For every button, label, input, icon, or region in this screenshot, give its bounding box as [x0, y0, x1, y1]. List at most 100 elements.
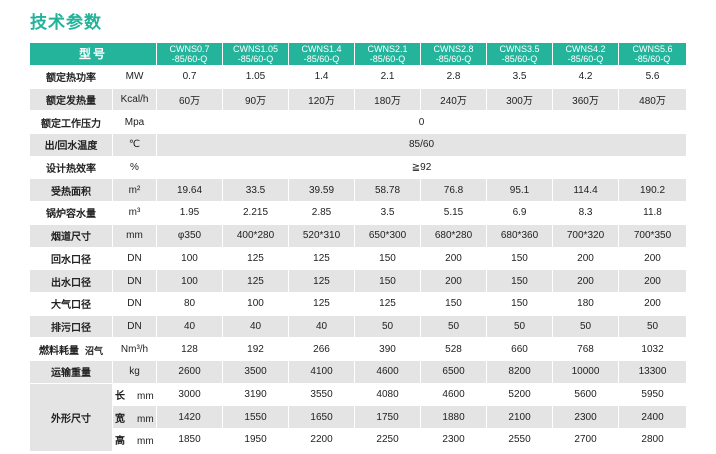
unit-cell: ℃ — [113, 134, 158, 157]
value-cell: 40 — [223, 315, 290, 339]
value-cell: 150 — [487, 247, 554, 271]
value-cell: 6.9 — [487, 202, 554, 225]
value-cell: 50 — [553, 315, 620, 339]
value-cell: 4600 — [355, 360, 422, 384]
table-row: 受热面积 m² 19.64 33.5 39.59 58.78 76.8 95.1 114.4 19… — [30, 179, 688, 203]
model-name: CWNS0.7 — [169, 44, 210, 54]
table-row: 锅炉容水量 m³ 1.95 2.215 2.85 3.5 5.15 6.9 8.3 11.8 — [30, 202, 688, 225]
value-cell: 125 — [289, 292, 356, 316]
table-row: 额定发热量 Kcal/h 60万 90万 120万 180万 240万 300万 360万 480… — [30, 88, 688, 112]
value-cell: 50 — [487, 315, 554, 339]
merged-value-cell: 0 — [157, 111, 688, 135]
value-cell: 3000 — [157, 383, 224, 407]
unit-cell: kg — [113, 360, 158, 384]
model-suffix: -85/60-Q — [435, 54, 472, 64]
value-cell: 768 — [553, 338, 620, 361]
value-cell: 1650 — [289, 406, 356, 429]
row-label-text: 额定工作压力 — [41, 118, 101, 130]
value-cell: 200 — [553, 247, 620, 271]
value-cell: 2.1 — [355, 66, 422, 89]
table-row: 排污口径 DN 40 40 40 50 50 50 50 50 — [30, 315, 688, 339]
model-column-header: CWNS1.4 -85/60-Q — [289, 43, 356, 66]
model-column-header: CWNS1.05 -85/60-Q — [223, 43, 290, 66]
row-label: 额定工作压力 — [30, 111, 113, 135]
value-cell: 4600 — [421, 383, 488, 407]
value-cell: 240万 — [421, 88, 488, 112]
dimension-sublabel: 宽 — [115, 413, 125, 425]
row-label: 回水口径 — [30, 247, 113, 271]
value-cell: 8200 — [487, 360, 554, 384]
value-cell: 1850 — [157, 429, 224, 452]
value-cell: 2300 — [553, 406, 620, 429]
value-cell: 1750 — [355, 406, 422, 429]
value-cell: 40 — [289, 315, 356, 339]
value-cell: 10000 — [553, 360, 620, 384]
value-cell: 360万 — [553, 88, 620, 112]
model-suffix: -85/60-Q — [171, 54, 208, 64]
model-name: CWNS2.8 — [433, 44, 474, 54]
value-cell: 4.2 — [553, 66, 620, 89]
value-cell: 2.85 — [289, 202, 356, 225]
value-cell: 700*320 — [553, 224, 620, 248]
row-label: 排污口径 — [30, 315, 113, 339]
value-cell: 528 — [421, 338, 488, 361]
unit-cell: DN — [113, 292, 158, 316]
value-cell: 150 — [421, 292, 488, 316]
value-cell: 150 — [355, 247, 422, 271]
value-cell: 390 — [355, 338, 422, 361]
value-cell: 50 — [355, 315, 422, 339]
header-row: 型号 CWNS0.7 -85/60-Q CWNS1.05 -85/60-Q CWNS1.… — [30, 43, 688, 66]
value-cell: 60万 — [157, 88, 224, 112]
value-cell: 100 — [223, 292, 290, 316]
unit-text: mm — [137, 436, 154, 448]
value-cell: 2400 — [619, 406, 688, 429]
row-label: 运输重量 — [30, 360, 113, 384]
value-cell: 520*310 — [289, 224, 356, 248]
value-cell: 128 — [157, 338, 224, 361]
table-row: 宽 mm 1420 1550 1650 1750 1880 2100 2300 2400 — [30, 406, 688, 429]
model-suffix: -85/60-Q — [634, 54, 671, 64]
value-cell: 120万 — [289, 88, 356, 112]
row-label-text: 运输重量 — [51, 368, 91, 380]
row-label-text: 大气口径 — [51, 300, 91, 312]
row-label-text: 烟道尺寸 — [51, 232, 91, 244]
value-cell: 2.8 — [421, 66, 488, 89]
value-cell: 39.59 — [289, 179, 356, 203]
table-row: 燃料耗量 沼气 Nm³/h 128 192 266 390 528 660 768 1032 — [30, 338, 688, 361]
unit-cell: Kcal/h — [113, 88, 158, 112]
spec-body: 额定热功率 MW 0.7 1.05 1.4 2.1 2.8 3.5 4.2 5.6 额定发热量 Kca… — [30, 66, 688, 452]
table-row: 设计热效率% ≧92 — [30, 156, 688, 180]
row-label: 出水口径 — [30, 270, 113, 293]
row-label: 大气口径 — [30, 292, 113, 316]
value-cell: 50 — [619, 315, 688, 339]
row-label-text: 燃料耗量 — [38, 345, 79, 357]
model-column-header: CWNS3.5 -85/60-Q — [487, 43, 554, 66]
row-label: 锅炉容水量 — [30, 202, 113, 225]
table-row: 烟道尺寸 mm φ350 400*280 520*310 650*300 680*280 68… — [30, 224, 688, 248]
value-cell: 2550 — [487, 429, 554, 452]
value-cell: 100 — [157, 247, 224, 271]
row-label-text: 回水口径 — [51, 254, 91, 266]
value-cell: 2100 — [487, 406, 554, 429]
merged-value-cell: ≧92 — [157, 156, 688, 180]
value-cell: 180万 — [355, 88, 422, 112]
model-column-header: CWNS2.8 -85/60-Q — [421, 43, 488, 66]
row-label-text: 设计热效率 — [46, 164, 96, 176]
value-cell: 266 — [289, 338, 356, 361]
value-cell: 5.15 — [421, 202, 488, 225]
value-cell: 90万 — [223, 88, 290, 112]
row-label: 额定热功率 — [30, 66, 113, 89]
model-column-header: CWNS2.1 -85/60-Q — [355, 43, 422, 66]
value-cell: 5600 — [553, 383, 620, 407]
value-cell: 1950 — [223, 429, 290, 452]
unit-cell: DN — [113, 315, 158, 339]
model-name: CWNS4.2 — [565, 44, 606, 54]
table-row: 额定热功率 MW 0.7 1.05 1.4 2.1 2.8 3.5 4.2 5.6 — [30, 66, 688, 89]
value-cell: 3500 — [223, 360, 290, 384]
value-cell: 3.5 — [355, 202, 422, 225]
table-row: 高 mm 1850 1950 2200 2250 2300 2550 2700 2800 — [30, 429, 688, 452]
value-cell: 6500 — [421, 360, 488, 384]
fuel-type-note: 沼气 — [84, 345, 103, 356]
value-cell: 1.95 — [157, 202, 224, 225]
value-cell: 125 — [289, 270, 356, 293]
